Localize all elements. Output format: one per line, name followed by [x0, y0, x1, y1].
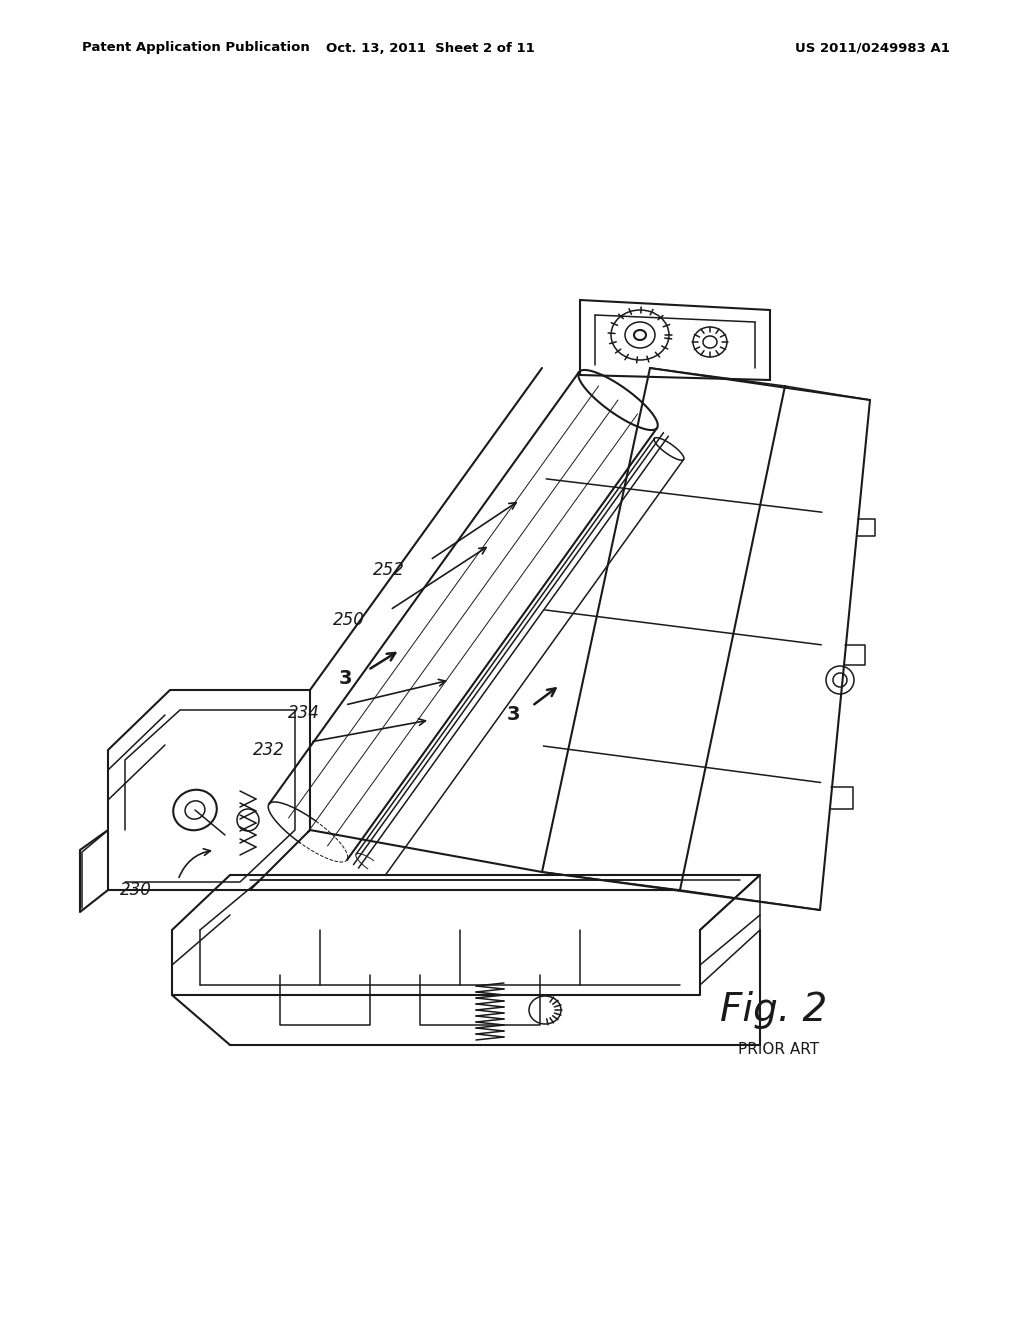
Text: 252: 252	[373, 561, 406, 579]
Text: 230: 230	[120, 880, 152, 899]
Text: 250: 250	[333, 611, 365, 630]
Text: 232: 232	[253, 741, 285, 759]
Text: Oct. 13, 2011  Sheet 2 of 11: Oct. 13, 2011 Sheet 2 of 11	[326, 41, 535, 54]
Text: US 2011/0249983 A1: US 2011/0249983 A1	[795, 41, 950, 54]
Text: Patent Application Publication: Patent Application Publication	[82, 41, 309, 54]
Text: 3: 3	[507, 705, 520, 725]
Text: PRIOR ART: PRIOR ART	[738, 1043, 819, 1057]
Text: 234: 234	[288, 704, 319, 722]
Text: 3: 3	[339, 669, 352, 689]
Text: Fig. 2: Fig. 2	[720, 991, 827, 1030]
